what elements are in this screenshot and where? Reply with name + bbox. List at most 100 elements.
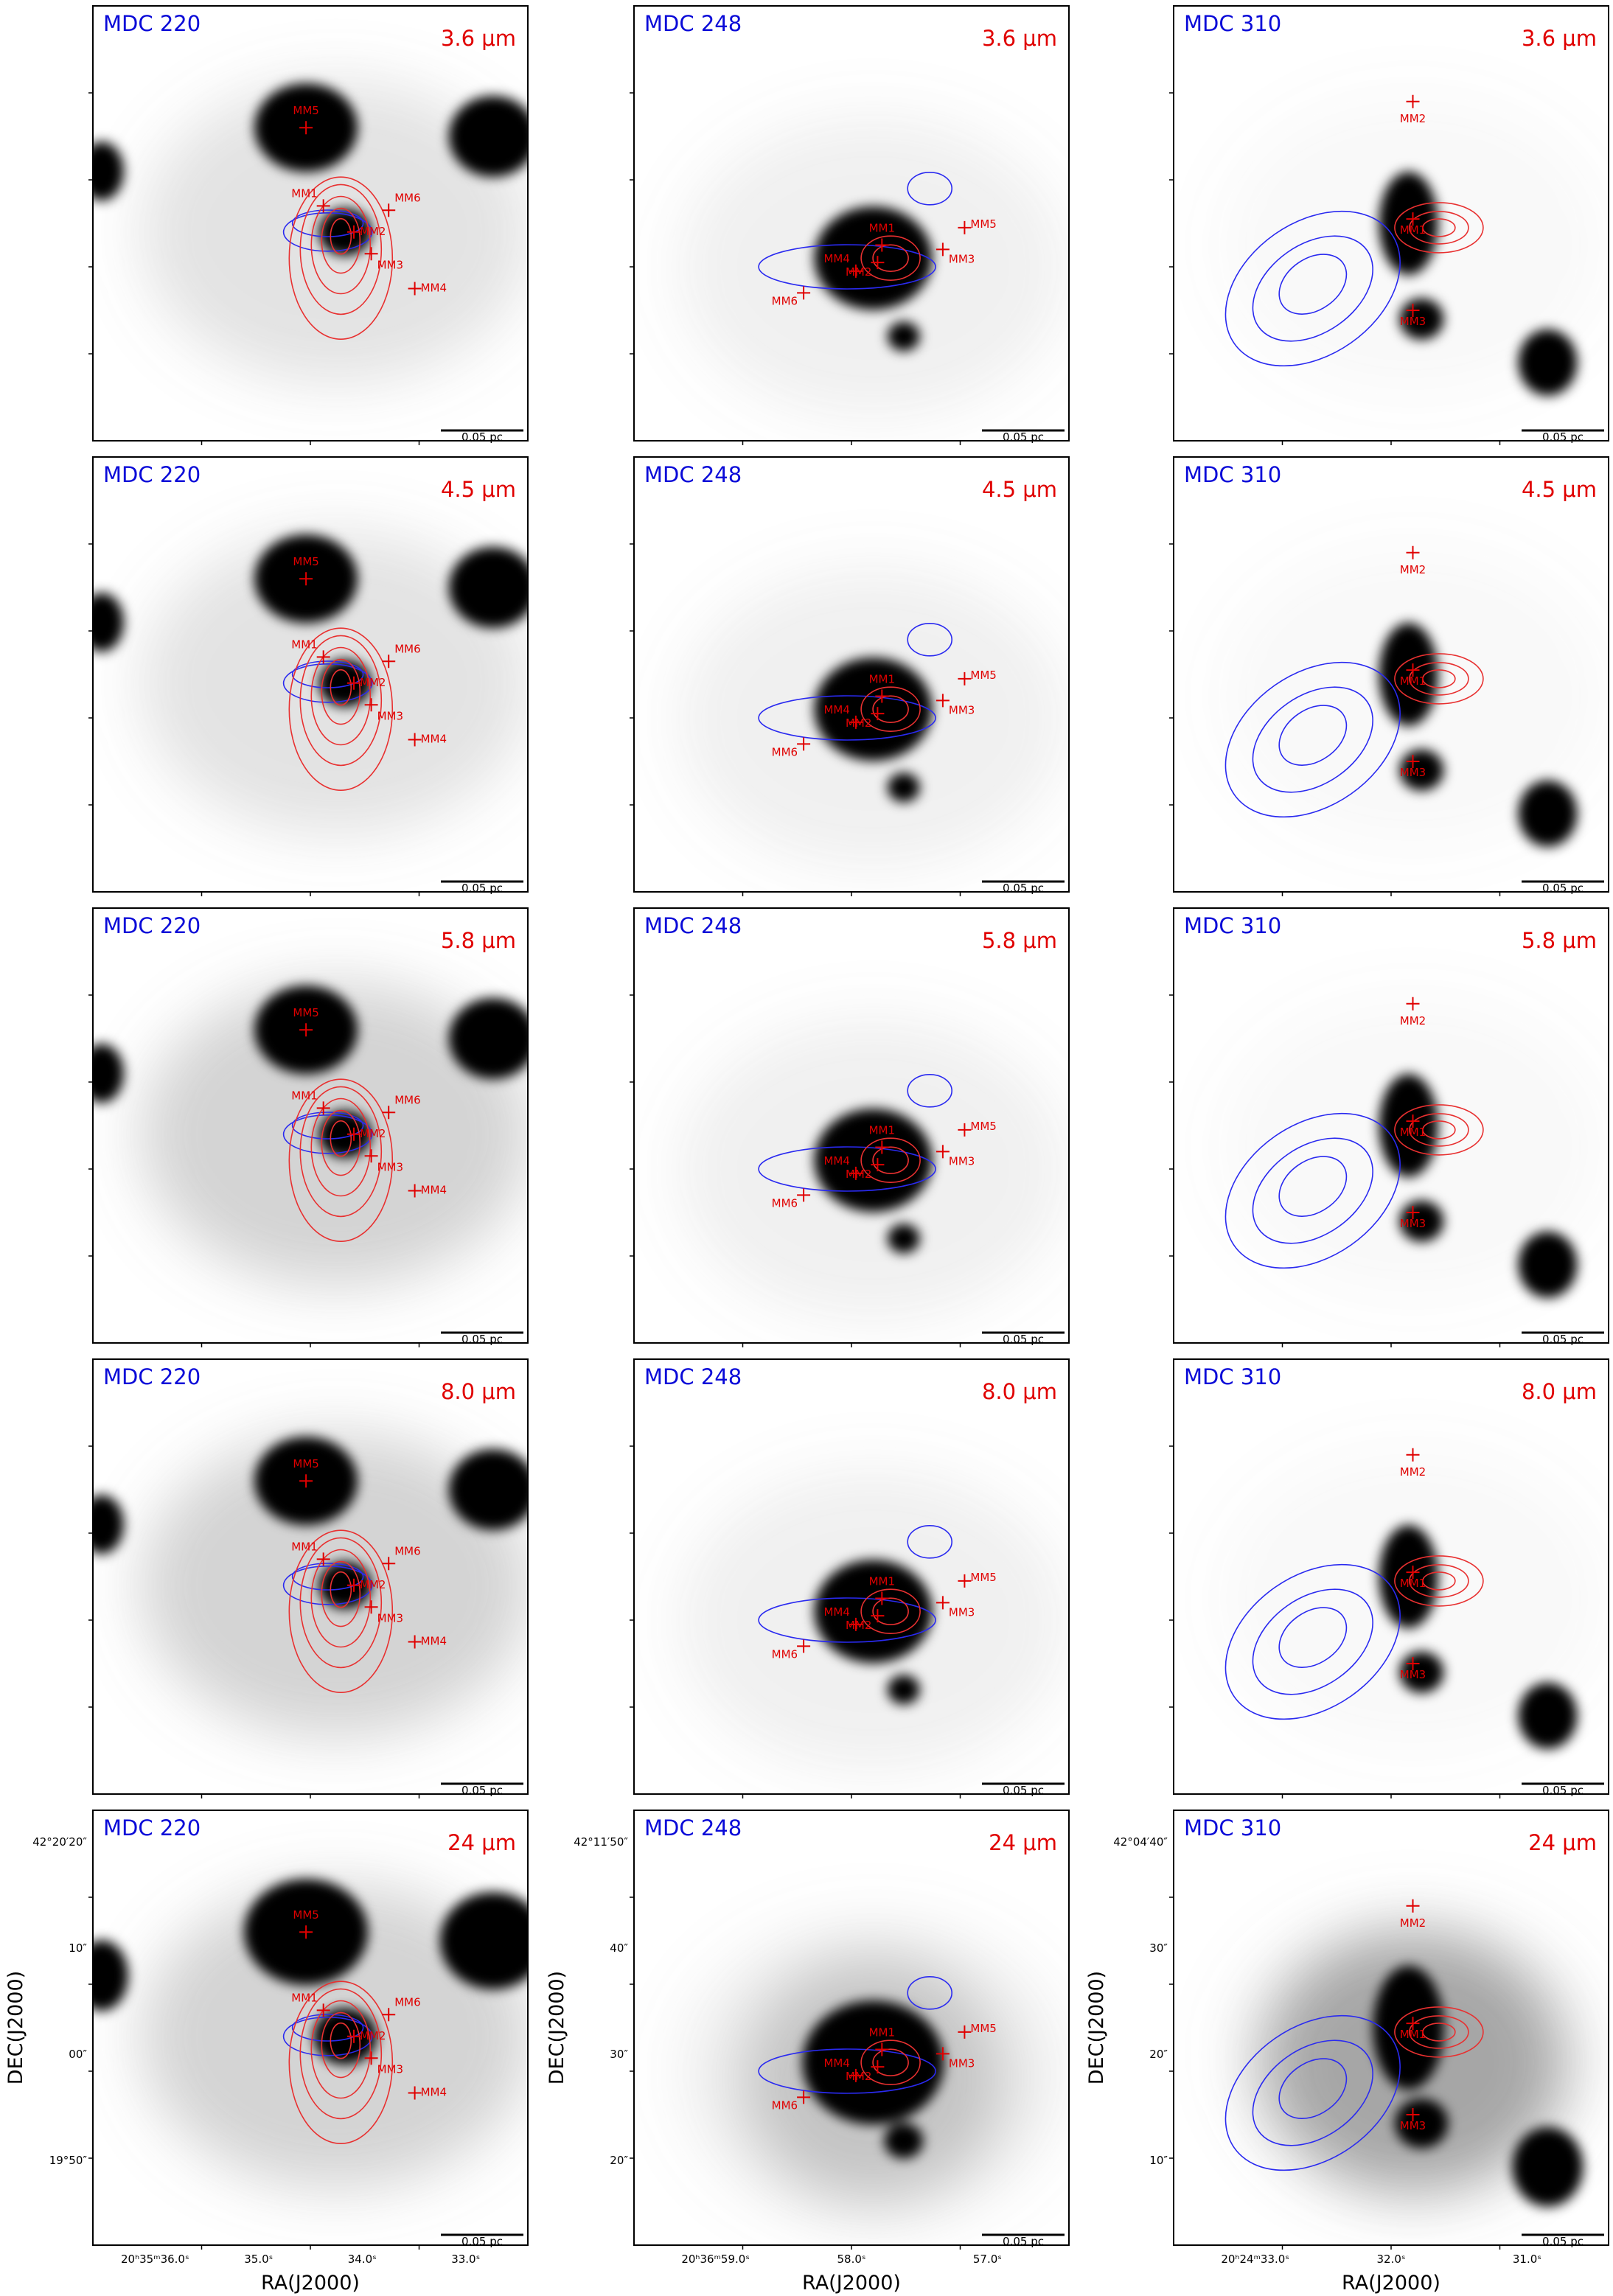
source-label: MM1 xyxy=(291,1991,317,2004)
red-contour xyxy=(860,686,921,733)
blue-contour xyxy=(907,172,952,206)
red-contour xyxy=(330,669,352,706)
red-contour xyxy=(330,1571,352,1608)
band-label: 4.5 μm xyxy=(1522,477,1597,502)
source-label: MM5 xyxy=(293,1908,318,1922)
blue-contour xyxy=(1252,2039,1373,2146)
source-cross xyxy=(797,2090,811,2104)
blue-contour xyxy=(758,1146,936,1192)
scale-bar-label: 0.05 pc xyxy=(1542,1784,1584,1797)
source-label: MM3 xyxy=(377,2062,403,2076)
band-label: 8.0 μm xyxy=(982,1379,1057,1404)
axis-ticks xyxy=(630,543,961,896)
field-label: MDC 220 xyxy=(103,1364,201,1389)
ir-source-blob xyxy=(1395,2098,1449,2149)
dec-tick-label: 00″ xyxy=(69,2048,87,2061)
source-label: MM2 xyxy=(1400,1014,1426,1027)
source-cross xyxy=(958,2025,972,2039)
source-markers: MM5 MM1 MM6 MM2 MM3 MM4 xyxy=(291,1908,447,2100)
source-label: MM3 xyxy=(377,258,403,271)
source-cross xyxy=(936,1145,950,1159)
dec-tick-label: 42°20′20″ xyxy=(32,1835,87,1849)
source-cross xyxy=(875,1140,889,1154)
band-label: 8.0 μm xyxy=(441,1379,516,1404)
red-contour xyxy=(330,217,352,255)
field-label: MDC 310 xyxy=(1184,1815,1281,1840)
red-contour xyxy=(872,244,909,273)
source-label: MM2 xyxy=(360,2029,386,2042)
red-contour xyxy=(321,658,361,725)
source-label: MM3 xyxy=(377,1160,403,1173)
blue-contour xyxy=(1278,1156,1348,1217)
source-label: MM3 xyxy=(377,709,403,722)
source-cross xyxy=(316,2003,330,2017)
source-cross xyxy=(382,1557,396,1571)
scale-bar-label: 0.05 pc xyxy=(1542,430,1584,444)
red-contour xyxy=(1409,211,1469,245)
red-contour xyxy=(299,1537,383,1669)
band-label: 5.8 μm xyxy=(982,928,1057,953)
blue-contour xyxy=(758,695,936,741)
ir-source-blob xyxy=(1512,2126,1584,2207)
source-label: MM5 xyxy=(970,669,996,682)
blue-contour xyxy=(291,1112,364,1140)
source-cross xyxy=(1406,663,1420,677)
source-cross xyxy=(958,1574,972,1588)
ir-source-blob xyxy=(1518,1231,1578,1298)
red-contour xyxy=(1409,662,1469,696)
panel-2-2: MM2 MM1 MM3 MDC 310 5.8 μm 0.05 pc xyxy=(1169,907,1609,1347)
outflow-contours xyxy=(758,622,952,741)
source-label: MM3 xyxy=(1400,766,1426,779)
field-label: MDC 220 xyxy=(103,11,201,36)
ir-source-blob xyxy=(1379,1074,1438,1177)
dec-tick-label: 10″ xyxy=(69,1941,87,1955)
blue-contour xyxy=(282,212,373,252)
point-sources xyxy=(1379,1525,1578,1749)
blue-contour xyxy=(907,1976,952,2010)
ra-tick-label: 57.0ˢ xyxy=(973,2253,1002,2266)
source-label: MM3 xyxy=(949,252,975,265)
ra-tick-label: 58.0ˢ xyxy=(837,2253,866,2266)
source-cross xyxy=(1406,1448,1420,1462)
blue-contour xyxy=(1278,2058,1348,2119)
source-cross xyxy=(1406,545,1420,559)
ra-tick-label: 35.0ˢ xyxy=(244,2253,273,2266)
blue-contour xyxy=(758,1597,936,1643)
source-cross xyxy=(299,1023,313,1037)
blue-contour xyxy=(1278,705,1348,766)
outflow-contours xyxy=(282,176,394,341)
ir-source-blob xyxy=(448,96,528,177)
blue-contour xyxy=(1224,210,1401,367)
band-label: 24 μm xyxy=(1528,1830,1597,1855)
band-label: 3.6 μm xyxy=(982,26,1057,51)
source-cross xyxy=(875,2042,889,2056)
source-cross xyxy=(408,1635,422,1649)
source-markers: MM2 MM1 MM3 xyxy=(1400,94,1426,328)
source-label: MM3 xyxy=(1400,1668,1426,1681)
source-markers: MM5 MM1 MM6 MM2 MM3 MM4 xyxy=(291,1006,447,1198)
source-cross xyxy=(316,199,330,213)
source-label: MM2 xyxy=(1400,1916,1426,1930)
red-contour xyxy=(310,1549,372,1648)
dec-tick-label: 30″ xyxy=(610,2048,628,2061)
ir-source-blob xyxy=(1379,172,1438,275)
scale-bar-label: 0.05 pc xyxy=(1542,1333,1584,1346)
red-contour xyxy=(860,1588,921,1634)
outflow-contours xyxy=(1224,202,1484,367)
red-contour xyxy=(872,2048,909,2076)
source-cross xyxy=(364,247,378,261)
axis-ticks xyxy=(88,994,420,1347)
outflow-contours xyxy=(758,172,952,290)
source-label: MM3 xyxy=(1400,1217,1426,1230)
ra-tick-label: 32.0ˢ xyxy=(1377,2253,1406,2266)
source-label: MM4 xyxy=(823,1605,849,1619)
dec-tick-label: 10″ xyxy=(1149,2154,1168,2167)
source-cross xyxy=(382,655,396,669)
blue-contour xyxy=(1278,1607,1348,1668)
ir-source-blob xyxy=(1399,1651,1444,1693)
axis-ticks xyxy=(1169,1897,1501,2250)
ra-tick-label: 20ʰ24ᵐ33.0ˢ xyxy=(1221,2253,1289,2266)
